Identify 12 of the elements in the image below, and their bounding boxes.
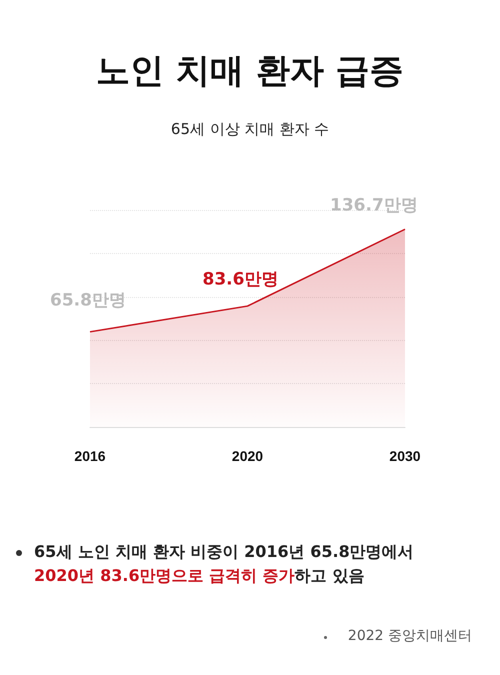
x-tick-label: 2030 <box>389 448 421 464</box>
text: 하고 있음 <box>294 566 364 585</box>
chart-title: 노인 치매 환자 급증 <box>95 50 405 93</box>
text: 65세 노인 치매 환자 비중이 2016년 65.8만명에서 <box>34 542 414 561</box>
data-label: 65.8만명 <box>50 290 126 310</box>
x-tick-label: 2016 <box>74 448 106 464</box>
data-label: 83.6만명 <box>202 270 278 290</box>
x-tick-label: 2020 <box>232 448 264 464</box>
text: 2020년 83.6만명으로 급격히 증가 <box>34 566 295 585</box>
chart-subtitle: 65세 이상 치매 환자 수 <box>170 120 330 139</box>
text: 2022 중앙치매센터 <box>348 627 472 645</box>
data-label: 136.7만명 <box>330 196 418 216</box>
